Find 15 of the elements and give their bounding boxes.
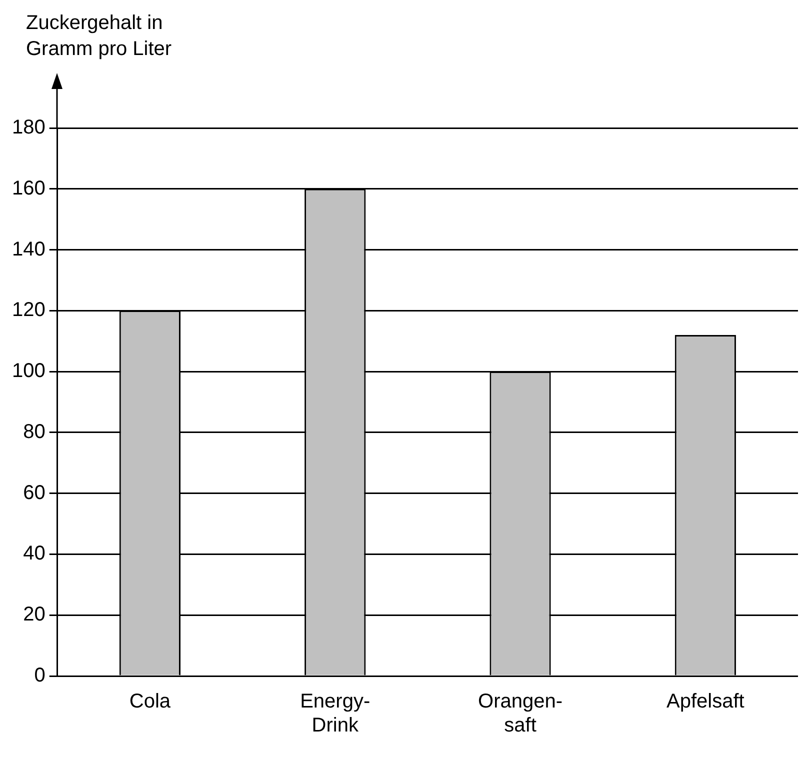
y-tick-label: 120: [12, 299, 46, 322]
y-axis-title: Zuckergehalt in Gramm pro Liter: [26, 11, 172, 62]
y-tick-label: 40: [23, 542, 46, 565]
y-tick-label: 0: [34, 664, 46, 687]
y-tick-label: 20: [23, 604, 46, 626]
y-tick-label: 160: [12, 177, 46, 200]
y-tick-label: 100: [12, 360, 46, 382]
y-tick-label: 80: [23, 420, 46, 443]
x-tick-label: Energy- Drink: [300, 690, 370, 737]
x-tick-label: Apfelsaft: [666, 690, 745, 713]
y-tick-label: 60: [23, 482, 46, 504]
x-tick-label: Orangen- saft: [478, 690, 563, 737]
y-tick-label: 140: [12, 238, 46, 260]
y-tick-label: 180: [12, 116, 46, 139]
x-tick-label: Cola: [129, 690, 172, 713]
